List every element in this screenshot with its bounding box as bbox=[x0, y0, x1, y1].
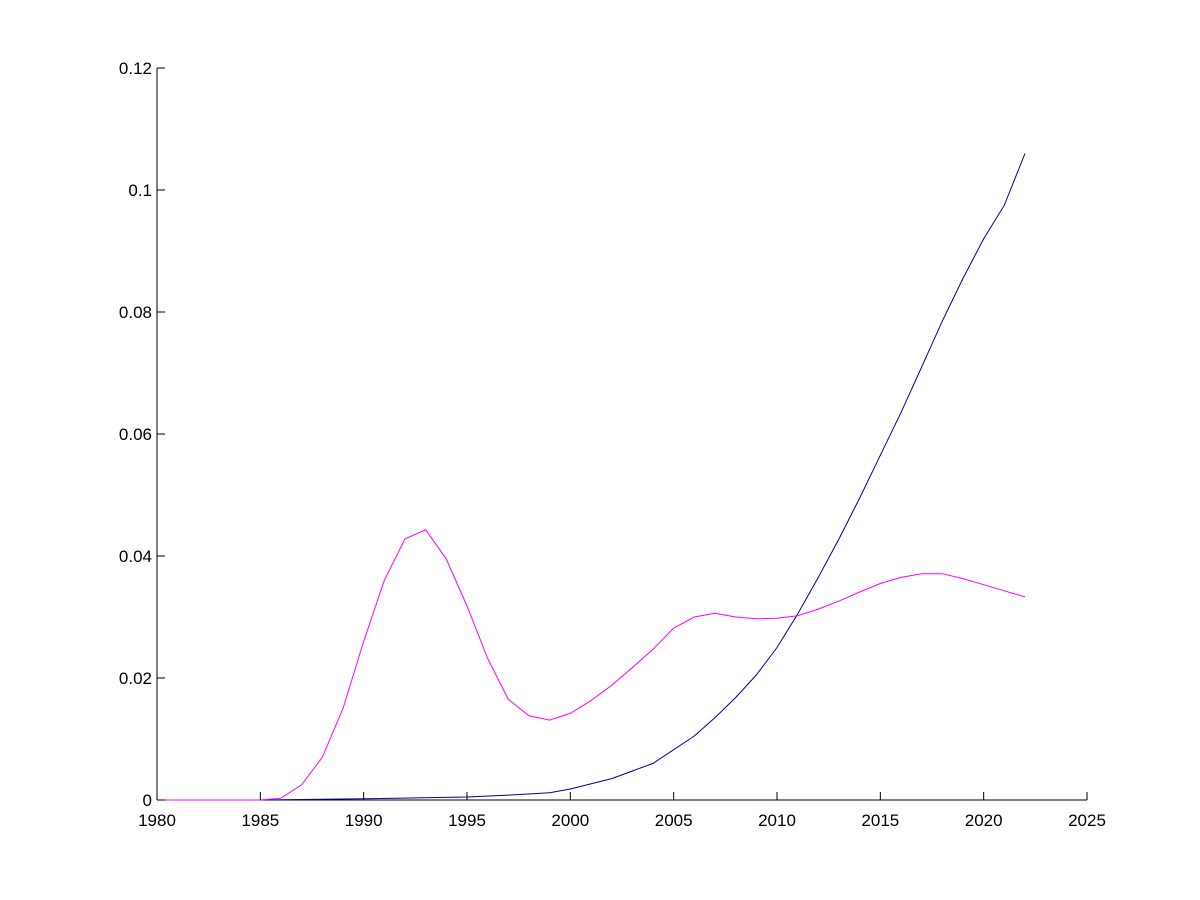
x-tick-label: 1990 bbox=[345, 811, 383, 830]
y-tick-label: 0.06 bbox=[119, 425, 152, 444]
series-line-2 bbox=[157, 529, 1026, 801]
series-group bbox=[157, 153, 1026, 801]
axes bbox=[156, 68, 1087, 801]
x-tick-label: 2025 bbox=[1068, 811, 1106, 830]
y-tick-label: 0.12 bbox=[119, 59, 152, 78]
y-tick-label: 0.1 bbox=[128, 181, 152, 200]
series-line-1 bbox=[157, 153, 1026, 801]
x-tick-label: 2015 bbox=[861, 811, 899, 830]
x-tick-label: 1995 bbox=[448, 811, 486, 830]
x-tick-label: 2000 bbox=[551, 811, 589, 830]
y-tick-label: 0 bbox=[143, 791, 152, 810]
x-tick-label: 2020 bbox=[965, 811, 1003, 830]
y-tick-label: 0.08 bbox=[119, 303, 152, 322]
x-tick-label: 2010 bbox=[758, 811, 796, 830]
x-tick-label: 1985 bbox=[241, 811, 279, 830]
y-tick-label: 0.04 bbox=[119, 547, 152, 566]
ticks-group: 1980 1985 1990 1995 2000 2005 2010 2015 2020 2025… bbox=[119, 59, 1106, 830]
x-tick-label: 2005 bbox=[655, 811, 693, 830]
y-tick-label: 0.02 bbox=[119, 669, 152, 688]
x-tick-label: 1980 bbox=[138, 811, 176, 830]
